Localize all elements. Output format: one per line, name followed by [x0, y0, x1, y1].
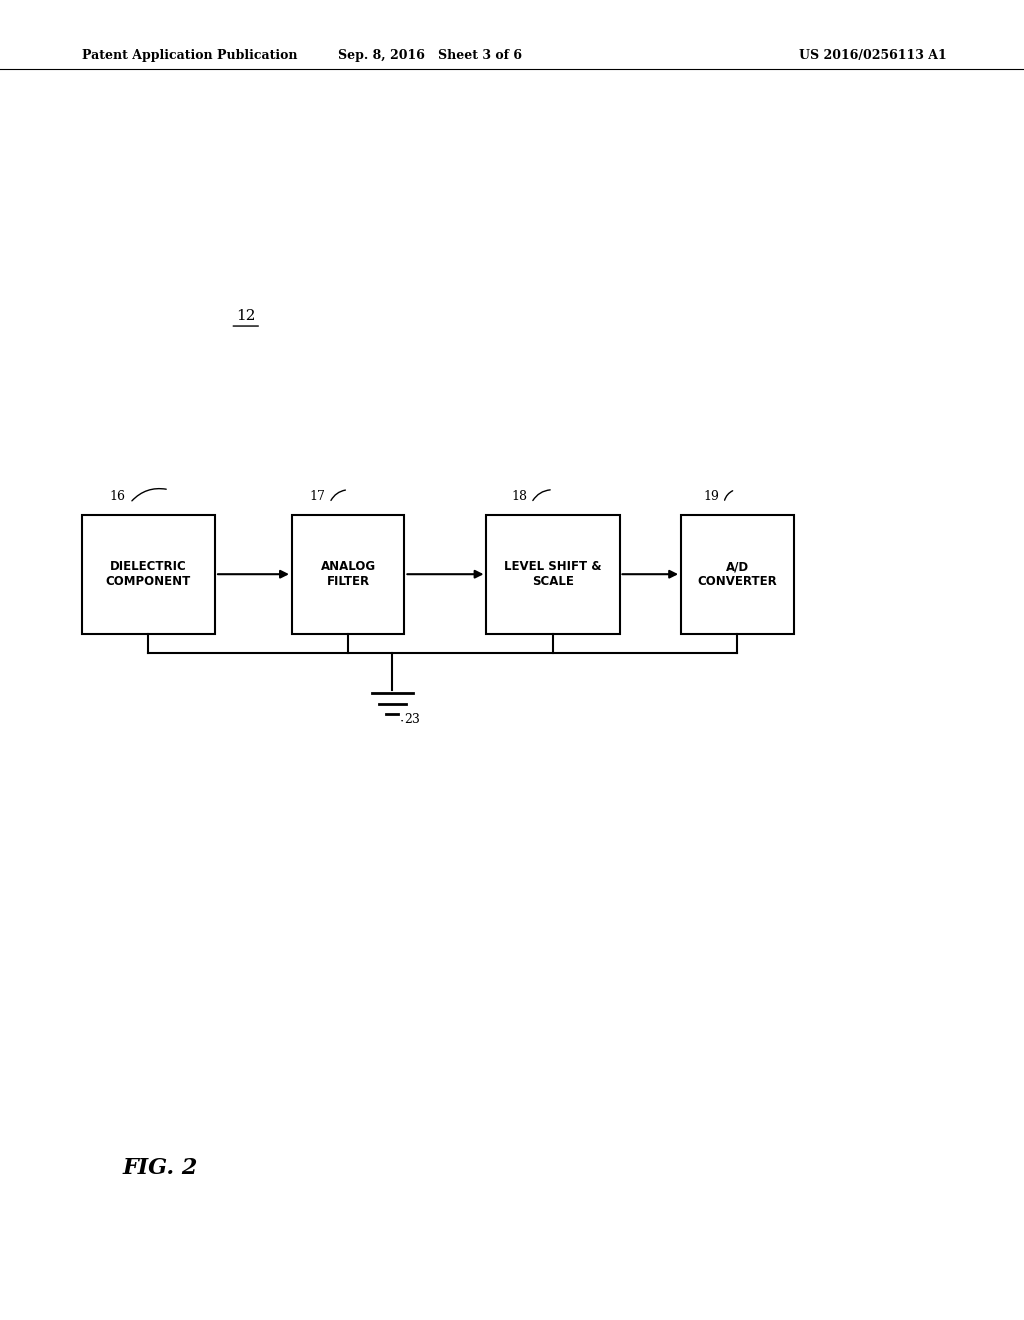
- FancyBboxPatch shape: [82, 515, 215, 634]
- Text: 16: 16: [110, 490, 126, 503]
- Text: Sep. 8, 2016   Sheet 3 of 6: Sep. 8, 2016 Sheet 3 of 6: [338, 49, 522, 62]
- Text: A/D
CONVERTER: A/D CONVERTER: [697, 560, 777, 589]
- Text: US 2016/0256113 A1: US 2016/0256113 A1: [799, 49, 946, 62]
- Text: 18: 18: [511, 490, 527, 503]
- FancyBboxPatch shape: [486, 515, 620, 634]
- Text: DIELECTRIC
COMPONENT: DIELECTRIC COMPONENT: [105, 560, 191, 589]
- Text: 17: 17: [309, 490, 326, 503]
- Text: 23: 23: [404, 713, 421, 726]
- Text: 12: 12: [236, 309, 256, 323]
- Text: ANALOG
FILTER: ANALOG FILTER: [321, 560, 376, 589]
- Text: FIG. 2: FIG. 2: [123, 1158, 199, 1179]
- Text: 19: 19: [703, 490, 720, 503]
- Text: LEVEL SHIFT &
SCALE: LEVEL SHIFT & SCALE: [504, 560, 602, 589]
- FancyBboxPatch shape: [681, 515, 794, 634]
- Text: Patent Application Publication: Patent Application Publication: [82, 49, 297, 62]
- FancyBboxPatch shape: [292, 515, 404, 634]
